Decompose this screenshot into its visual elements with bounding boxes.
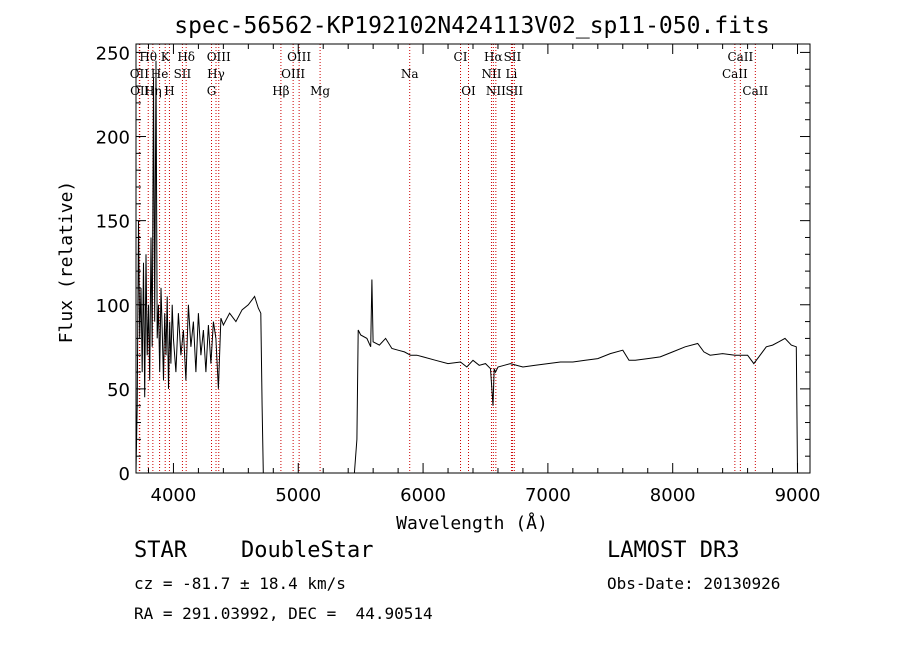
line-label: CI [454, 50, 468, 64]
x-tick-label: 7000 [525, 485, 571, 506]
line-label: Hθ [139, 50, 157, 64]
line-label: Hδ [177, 50, 195, 64]
y-tick-label: 150 [96, 212, 130, 233]
line-label: OI [461, 84, 476, 98]
x-axis-label: Wavelength (Å) [396, 512, 548, 534]
line-label: OII [130, 84, 150, 98]
line-label: Hγ [207, 67, 225, 81]
x-tick-label: 4000 [151, 485, 197, 506]
line-label: OIII [287, 50, 311, 64]
x-tick-label: 6000 [400, 485, 446, 506]
object-class: STAR [134, 538, 187, 563]
line-label: OIII [281, 67, 305, 81]
line-label: SII [504, 50, 522, 64]
line-label: Mg [310, 84, 330, 98]
y-tick-label: 250 [96, 43, 130, 64]
line-label: CaII [722, 67, 748, 81]
x-axis-ticks: 4000 5000 6000 7000 8000 9000 [147, 44, 821, 506]
spectrum-line [135, 60, 798, 474]
y-tick-label: 200 [96, 128, 130, 149]
coordinates: RA = 291.03992, DEC = 44.90514 [134, 604, 433, 623]
line-label: He [151, 67, 169, 81]
line-label: NII [481, 67, 501, 81]
line-label: OII [130, 67, 150, 81]
line-label: CaII [727, 50, 753, 64]
line-label: G [207, 84, 217, 98]
line-label: CaII [742, 84, 768, 98]
redshift-velocity: cz = -81.7 ± 18.4 km/s [134, 574, 346, 593]
line-label: Hα [484, 50, 503, 64]
y-tick-label: 50 [107, 380, 130, 401]
x-tick-label: 9000 [775, 485, 821, 506]
survey-name: LAMOST DR3 [607, 538, 740, 563]
y-axis-ticks: 0 50 100 150 200 250 [96, 43, 810, 485]
object-subclass: DoubleStar [241, 538, 374, 563]
y-axis-label: Flux (relative) [56, 181, 77, 344]
line-label: H [164, 84, 174, 98]
line-label: Na [401, 67, 419, 81]
chart-title: spec-56562-KP192102N424113V02_sp11-050.f… [174, 13, 769, 39]
line-label: SII [174, 67, 192, 81]
y-tick-label: 0 [119, 464, 130, 485]
line-label: OIII [207, 50, 231, 64]
line-label: K [161, 50, 171, 64]
x-tick-label: 5000 [275, 485, 321, 506]
x-tick-label: 8000 [650, 485, 696, 506]
line-label: SII [505, 84, 523, 98]
y-tick-label: 100 [96, 296, 130, 317]
emission-line-markers [138, 44, 756, 473]
line-label: Hβ [272, 84, 289, 98]
plot-frame [135, 43, 811, 474]
line-label: Li [506, 67, 518, 81]
line-label: NII [486, 84, 506, 98]
observation-date: Obs-Date: 20130926 [607, 574, 781, 593]
line-label: Hη [144, 84, 162, 98]
